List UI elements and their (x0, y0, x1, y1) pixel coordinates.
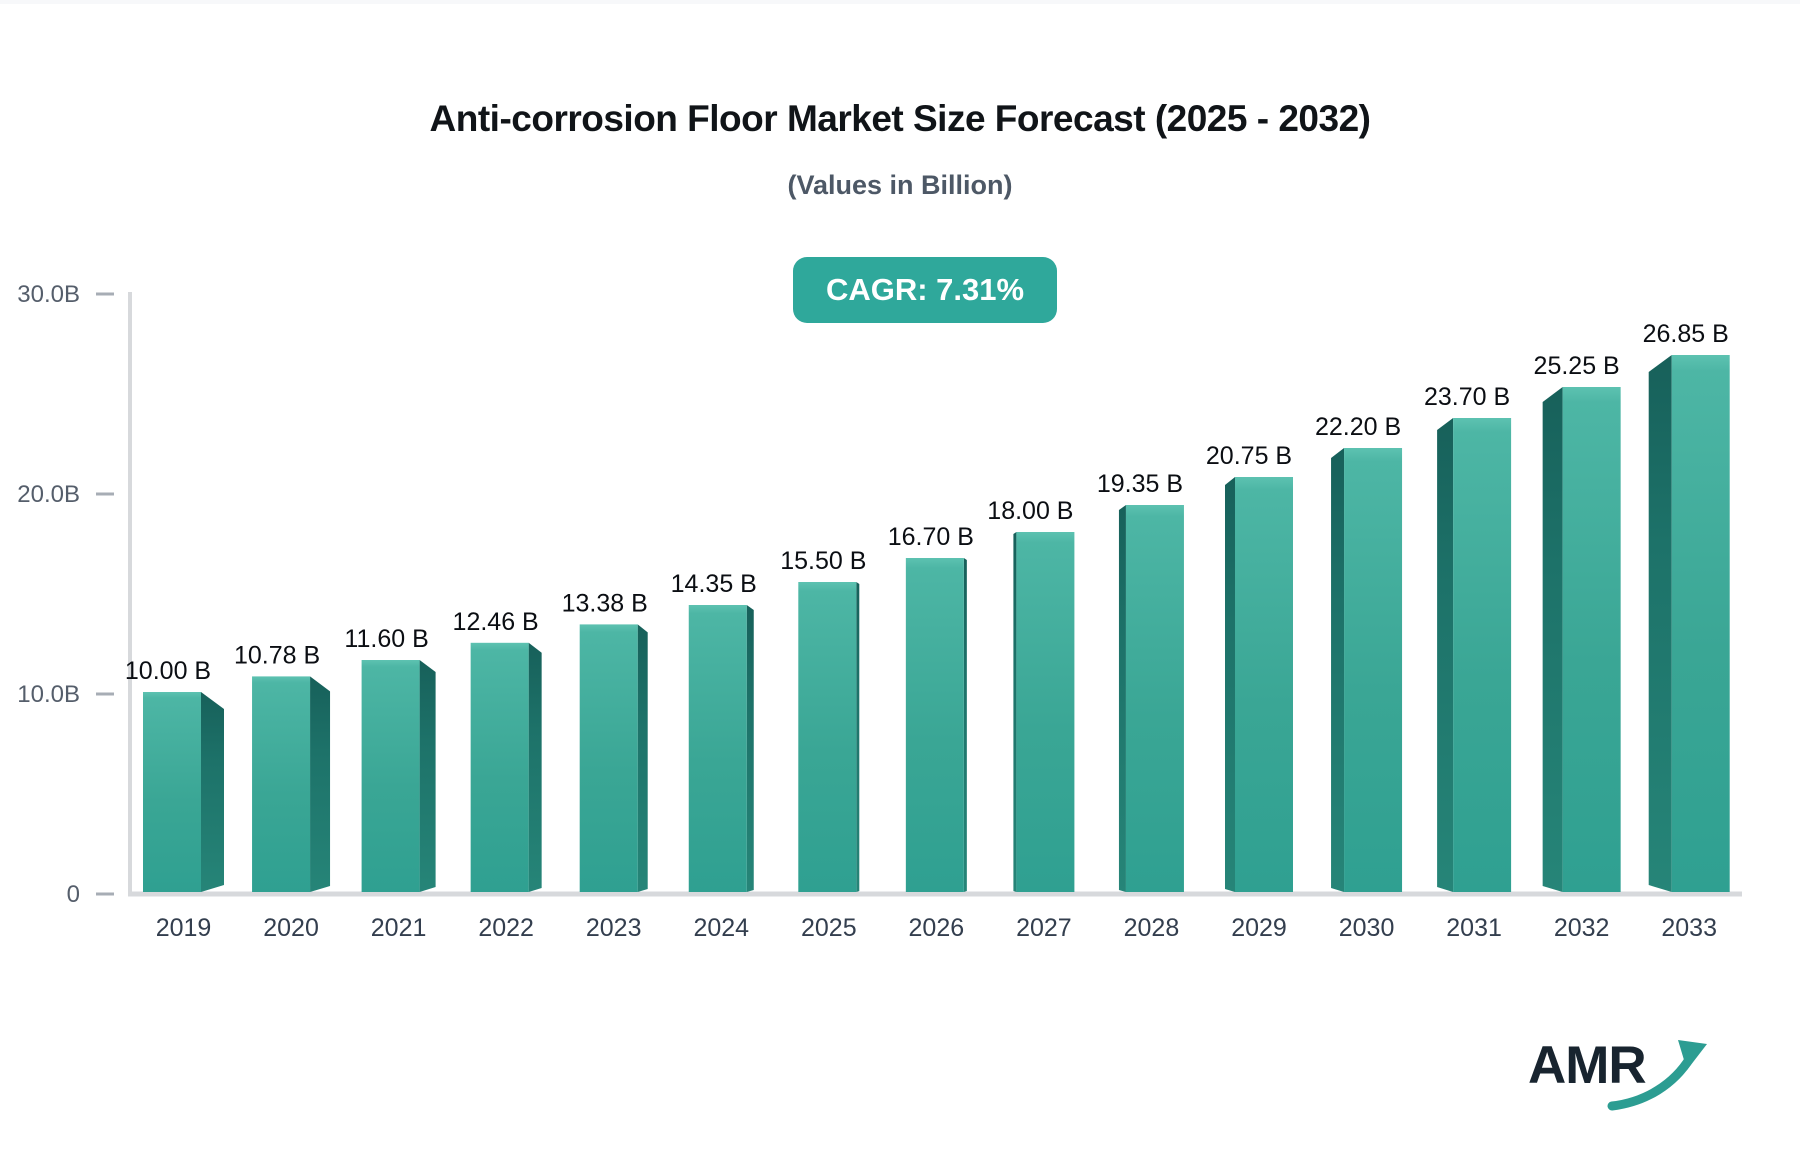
bar-value-label: 10.78 B (234, 641, 320, 669)
bars-layer (143, 355, 1730, 892)
x-tick-label: 2024 (693, 914, 749, 942)
bar-2025[interactable] (798, 582, 860, 892)
bar-main-face (1016, 532, 1075, 892)
bar-side-face (1437, 418, 1454, 892)
bar-main-face (688, 605, 747, 892)
bar-main-face (470, 642, 529, 892)
bar-main-face (579, 624, 638, 892)
x-tick-label: 2032 (1554, 914, 1610, 942)
bar-side-face (1013, 532, 1017, 892)
bar-side-face (746, 605, 754, 892)
bar-value-label: 23.70 B (1424, 383, 1510, 411)
bar-main-face (1453, 418, 1512, 892)
bar-2021[interactable] (361, 660, 436, 892)
bar-side-face (1118, 505, 1126, 892)
x-tick-label: 2030 (1339, 914, 1395, 942)
bar-value-label: 14.35 B (671, 570, 757, 598)
chart-subtitle: (Values in Billion) (787, 170, 1013, 200)
bar-2033[interactable] (1648, 355, 1730, 892)
bar-value-label: 15.50 B (780, 547, 866, 575)
axis-layer: 0 10.0B 20.0B 30.0B (17, 281, 1742, 908)
bar-2019[interactable] (143, 692, 224, 892)
labels-layer: 10.00 B 2019 10.78 B 2020 11.60 B 2021 12.46 B… (125, 320, 1729, 942)
bar-2029[interactable] (1225, 477, 1293, 892)
x-tick-label: 2019 (156, 914, 212, 942)
bar-value-label: 13.38 B (562, 589, 648, 617)
x-tick-label: 2029 (1231, 914, 1287, 942)
bar-value-label: 18.00 B (987, 497, 1073, 525)
y-tick-label: 20.0B (17, 481, 80, 508)
bar-value-label: 11.60 B (344, 625, 428, 653)
bar-main-face (1235, 477, 1293, 892)
x-tick-label: 2021 (371, 914, 427, 942)
bar-side-face (1225, 477, 1235, 892)
bar-main-face (1671, 355, 1730, 892)
bar-2020[interactable] (252, 676, 331, 892)
bar-side-face (1648, 355, 1672, 892)
bar-side-face (637, 624, 648, 892)
bar-main-face (361, 660, 420, 892)
x-tick-label: 2023 (586, 914, 642, 942)
bar-2028[interactable] (1118, 505, 1184, 892)
bar-side-face (419, 660, 436, 892)
bar-2030[interactable] (1331, 448, 1403, 892)
bar-main-face (143, 692, 201, 892)
bar-main-face (1562, 387, 1621, 892)
bar-main-face (798, 582, 857, 892)
x-tick-label: 2031 (1446, 914, 1502, 942)
bar-side-face (310, 676, 331, 892)
x-tick-label: 2020 (263, 914, 319, 942)
bar-2031[interactable] (1437, 418, 1512, 892)
x-tick-label: 2022 (478, 914, 534, 942)
cagr-badge-label: CAGR: 7.31% (825, 272, 1025, 307)
bar-value-label: 20.75 B (1206, 442, 1292, 470)
y-tick-label: 10.0B (17, 681, 80, 708)
bar-main-face (252, 676, 311, 892)
bar-value-label: 26.85 B (1643, 320, 1729, 348)
bar-value-label: 16.70 B (888, 523, 974, 551)
bar-2022[interactable] (470, 642, 542, 892)
bar-main-face (1344, 448, 1403, 892)
cagr-badge: CAGR: 7.31% (793, 257, 1057, 323)
bar-value-label: 25.25 B (1534, 352, 1620, 380)
bar-2026[interactable] (905, 558, 967, 892)
x-tick-label: 2027 (1016, 914, 1072, 942)
y-tick-label: 0 (67, 881, 80, 908)
bar-main-face (1125, 505, 1184, 892)
bar-side-face (856, 582, 860, 892)
bar-value-label: 22.20 B (1315, 413, 1401, 441)
bar-2023[interactable] (579, 624, 648, 892)
x-tick-label: 2033 (1661, 914, 1717, 942)
bar-value-label: 19.35 B (1097, 470, 1183, 498)
x-tick-label: 2025 (801, 914, 857, 942)
bar-value-label: 12.46 B (453, 608, 539, 636)
bar-2027[interactable] (1013, 532, 1075, 892)
x-tick-label: 2026 (909, 914, 965, 942)
amr-logo-text: AMR (1528, 1036, 1647, 1095)
bar-main-face (905, 558, 964, 892)
amr-logo-arrow-icon (1607, 1040, 1707, 1111)
bar-2032[interactable] (1542, 387, 1621, 892)
bar-side-face (1331, 448, 1345, 892)
bar-value-label: 10.00 B (125, 657, 211, 685)
bar-2024[interactable] (688, 605, 754, 892)
bar-side-face (528, 642, 542, 892)
bar-side-face (201, 692, 224, 892)
chart-title: Anti-corrosion Floor Market Size Forecas… (429, 98, 1371, 139)
x-tick-label: 2028 (1124, 914, 1180, 942)
bar-side-face (963, 558, 967, 892)
y-tick-label: 30.0B (17, 281, 80, 308)
amr-logo: AMR (1528, 1036, 1728, 1124)
bar-side-face (1542, 387, 1563, 892)
